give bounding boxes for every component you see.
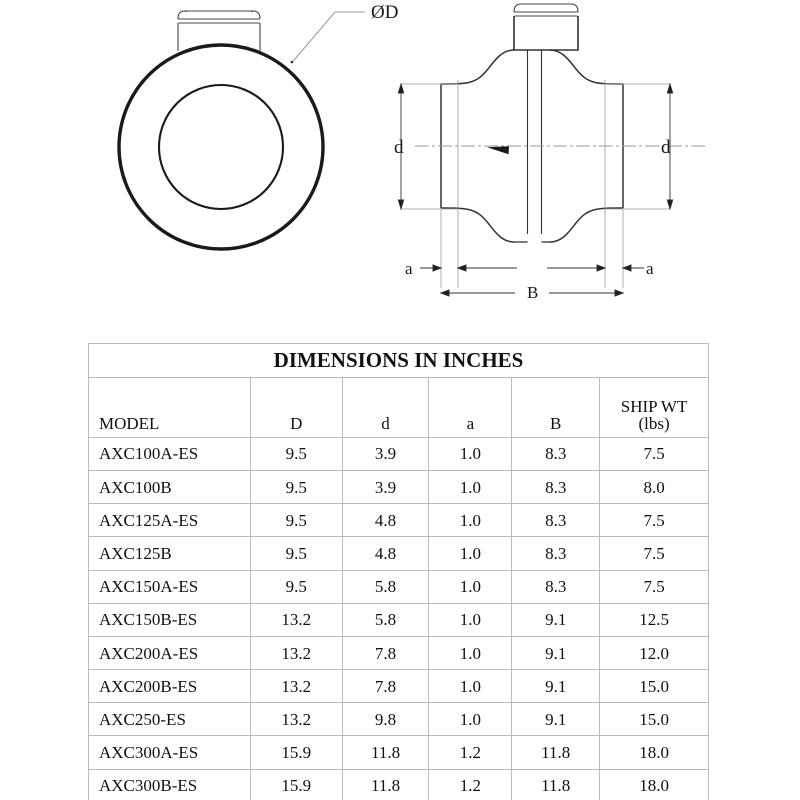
svg-text:a: a xyxy=(646,259,654,278)
svg-text:d: d xyxy=(394,137,404,158)
svg-text:a: a xyxy=(405,259,413,278)
svg-text:ØD: ØD xyxy=(371,2,398,23)
svg-text:d: d xyxy=(661,137,671,158)
svg-text:B: B xyxy=(527,283,538,302)
